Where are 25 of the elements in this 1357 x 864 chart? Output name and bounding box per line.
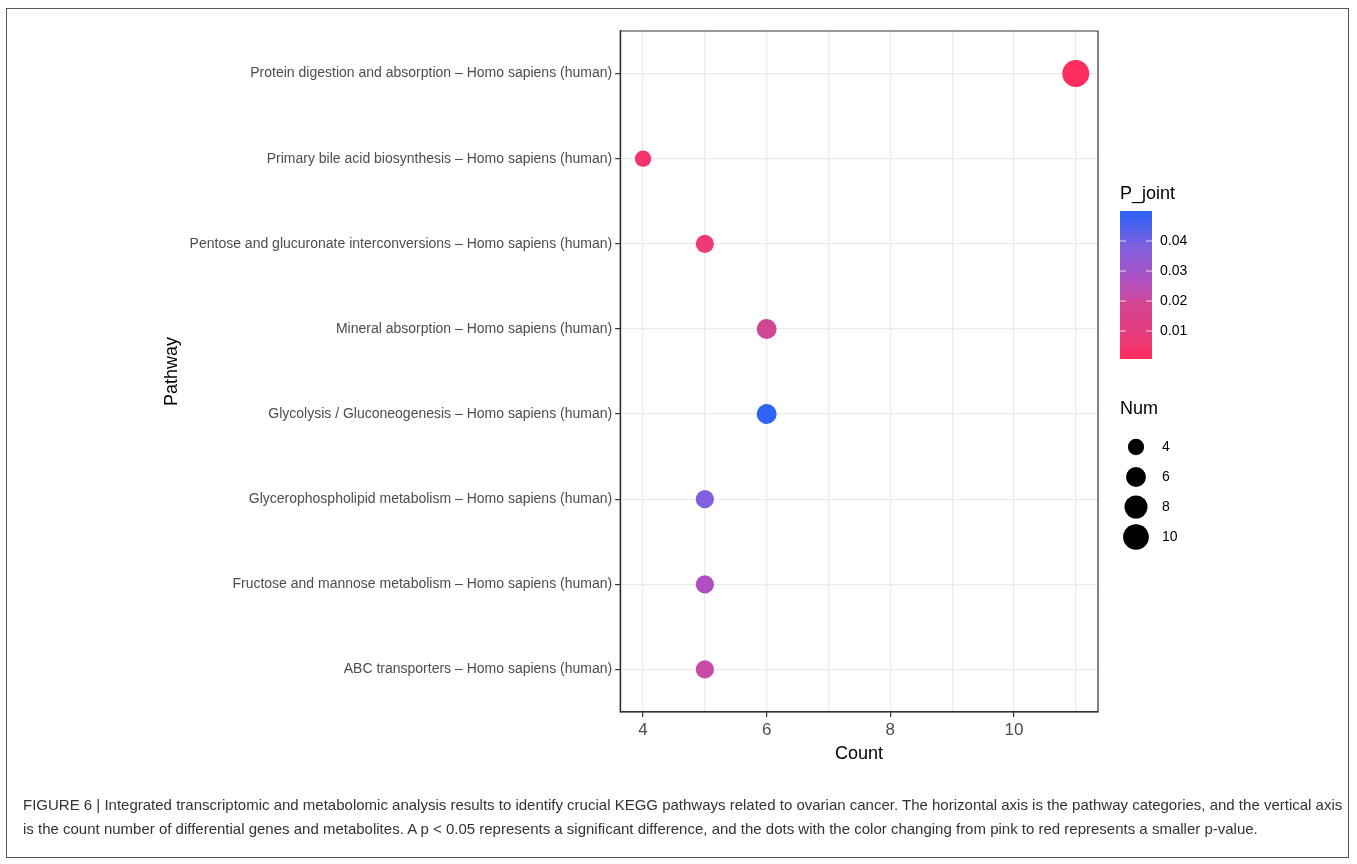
x-tick-label: 10 [1004,719,1024,739]
y-tick-label: Mineral absorption – Homo sapiens (human) [335,319,613,336]
legend-label: 4 [1162,437,1170,454]
y-tick-label: Fructose and mannose metabolism – Homo sapiens (human) [232,575,613,592]
color-bar-title: P_joint [1120,183,1176,204]
legend-title: Num [1120,398,1159,418]
color-bar-label: 0.02 [1160,291,1188,308]
x-tick-label: 8 [885,719,896,739]
y-tick-label: Pentose and glucuronate interconversions – Homo sapiens (human) [189,234,613,251]
y-tick-label: Glycerophospholipid metabolism – Homo sapiens (human) [248,490,613,507]
y-tick-label: Protein digestion and absorption – Homo sapiens (human) [250,64,613,81]
x-tick-label: 6 [761,719,772,739]
y-axis-title: Pathway [160,336,181,407]
legend-label: 8 [1162,497,1170,514]
legend-label: 10 [1162,527,1178,544]
caption: FIGURE 6 | Integrated transcriptomic and metabolomic analysis results to identify crucial KEGG pathways related to ovarian cancer. The horizontal axis is the pathway categories, and the vertical axis is the count number of differential genes and metabolites. A p < 0.05 represents a significant difference, and the dots with the color changing from pink to red represents a smaller p-value. [23,795,1343,839]
y-tick-label: Primary bile acid biosynthesis – Homo sapiens (human) [266,149,613,166]
color-bar-label: 0.03 [1160,261,1188,278]
x-axis-title: Count [835,743,884,764]
y-tick-label: ABC transporters – Homo sapiens (human) [343,660,613,677]
legend-label: 6 [1162,467,1170,484]
y-tick-label: Glycolysis / Gluconeogenesis – Homo sapiens (human) [268,404,613,421]
color-bar-label: 0.04 [1160,231,1188,248]
color-bar-label: 0.01 [1160,321,1188,338]
x-tick-label: 4 [638,719,648,739]
